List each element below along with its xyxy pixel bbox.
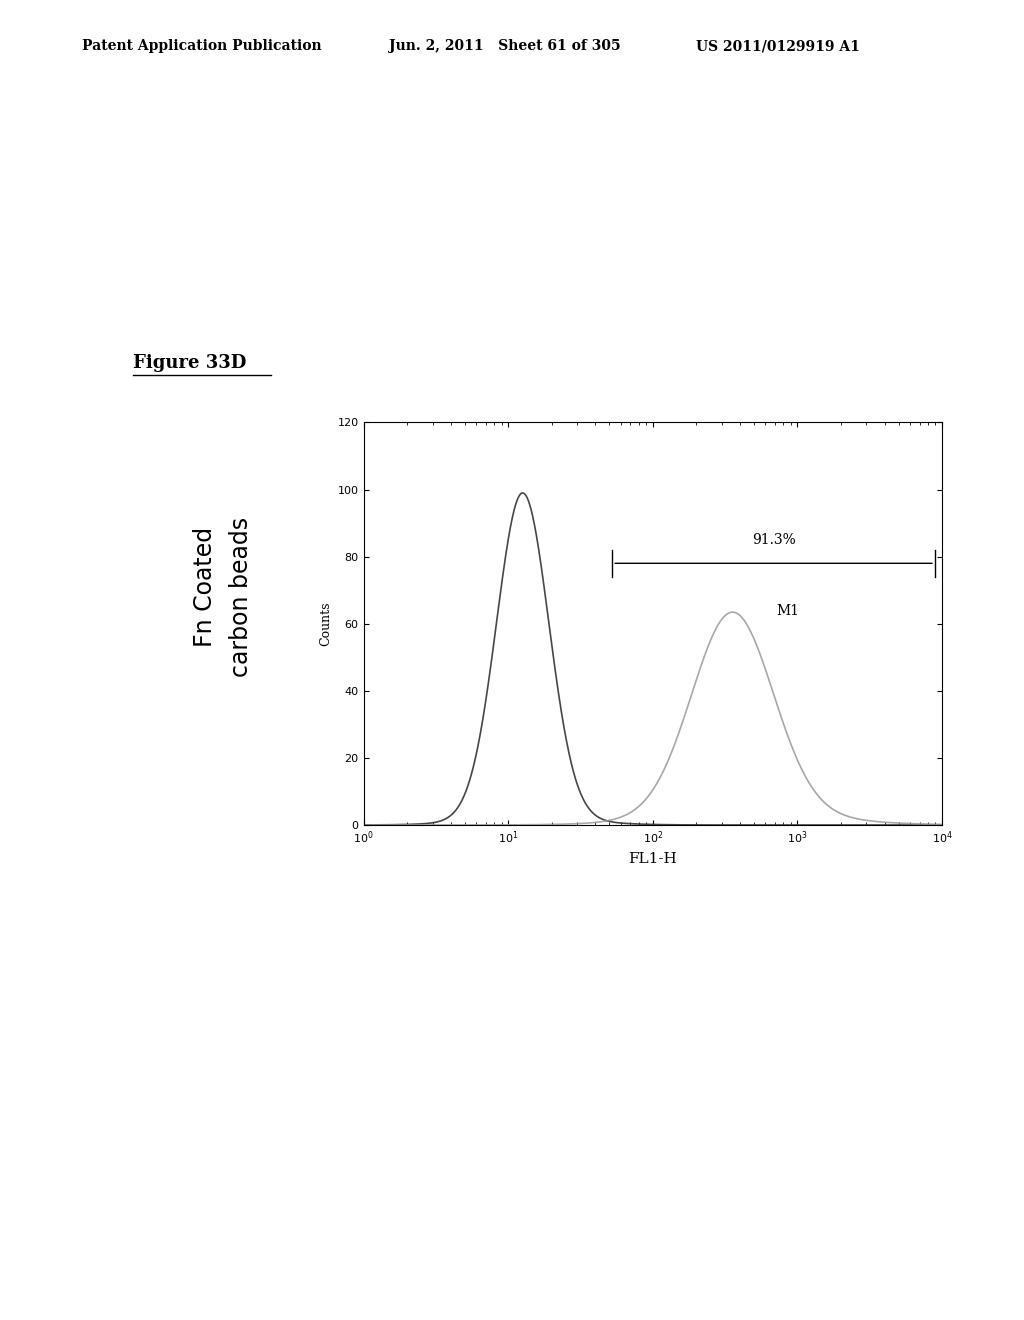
Text: M1: M1 [776, 603, 800, 618]
Text: carbon beads: carbon beads [228, 516, 253, 677]
Text: Figure 33D: Figure 33D [133, 354, 247, 372]
Y-axis label: Counts: Counts [319, 602, 332, 645]
X-axis label: FL1-H: FL1-H [629, 851, 677, 866]
Text: Jun. 2, 2011   Sheet 61 of 305: Jun. 2, 2011 Sheet 61 of 305 [389, 40, 621, 53]
Text: Fn Coated: Fn Coated [193, 527, 217, 648]
Text: 91.3%: 91.3% [752, 532, 796, 546]
Text: US 2011/0129919 A1: US 2011/0129919 A1 [696, 40, 860, 53]
Text: Patent Application Publication: Patent Application Publication [82, 40, 322, 53]
